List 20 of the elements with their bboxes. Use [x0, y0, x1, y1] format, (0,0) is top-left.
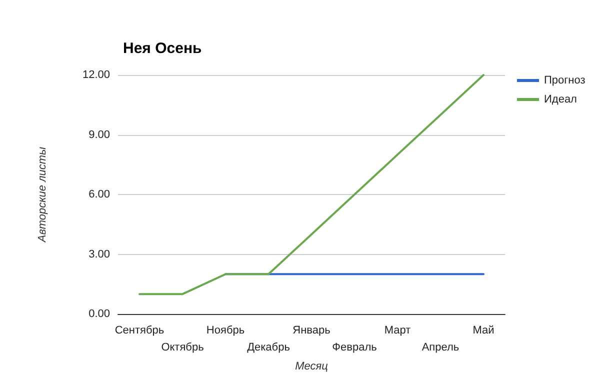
x-axis-title: Месяц [295, 360, 328, 372]
x-tick-label: Апрель [422, 342, 460, 354]
x-tick-label: Март [384, 324, 411, 336]
x-tick-label: Февраль [332, 342, 378, 354]
x-tick-label: Декабрь [247, 342, 290, 354]
legend-label: Идеал [544, 94, 577, 106]
y-tick-label: 0.00 [88, 308, 110, 320]
line-series [138, 74, 484, 296]
chart-title: Нея Осень [123, 40, 202, 57]
y-tick-label: 6.00 [88, 188, 110, 200]
legend-label: Прогноз [544, 74, 586, 86]
y-tick-label: 9.00 [88, 128, 110, 141]
y-axis-title: Авторские листы [36, 146, 48, 244]
y-tick-label: 3.00 [88, 248, 110, 260]
x-tick-label: Октябрь [161, 342, 204, 354]
x-tick-label: Сентябрь [114, 324, 164, 336]
y-tick-label: 12.00 [82, 69, 110, 81]
x-tick-label: Январь [292, 324, 331, 336]
x-tick-label: Май [472, 324, 494, 336]
x-tick-label: Ноябрь [206, 324, 245, 336]
